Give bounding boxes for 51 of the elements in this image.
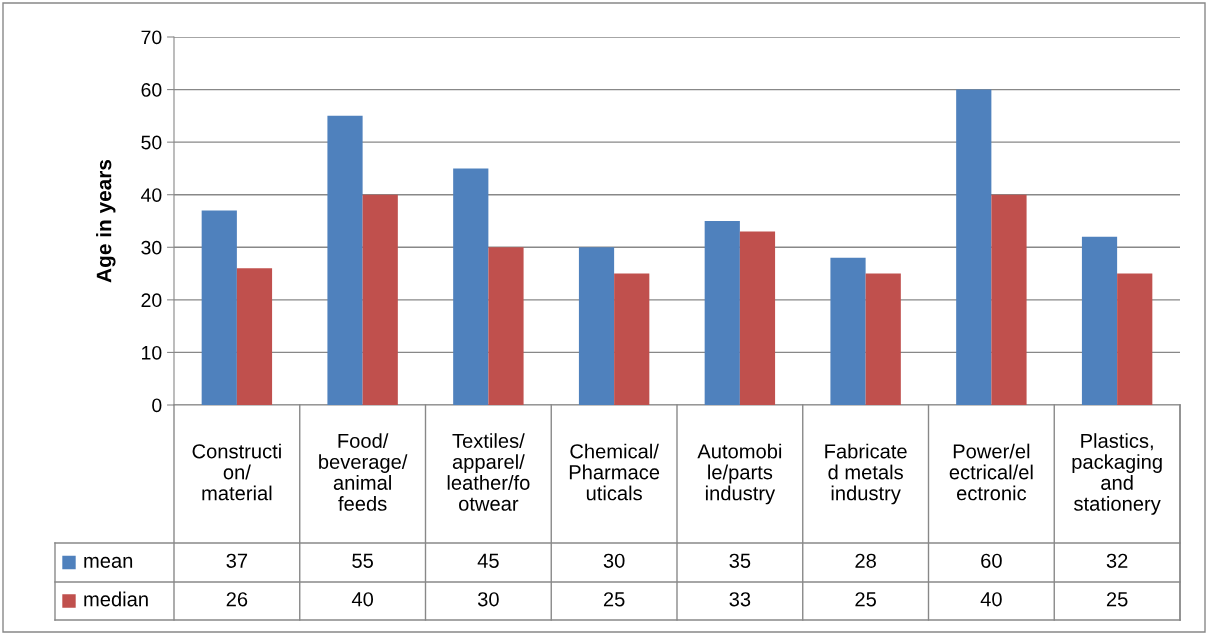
x-tick-label: Power/el ectrical/el ectronic (949, 443, 1033, 501)
x-tick-label: Food/ beverage/ animal feeds (319, 433, 408, 511)
bar (1081, 236, 1118, 405)
data-label: 55 (352, 553, 373, 568)
legend-label: median (84, 591, 148, 607)
data-label: 25 (603, 592, 625, 607)
bar (453, 168, 489, 405)
data-label: 60 (981, 553, 1002, 568)
bar (1117, 273, 1153, 405)
data-label: 40 (351, 592, 374, 607)
bar (362, 194, 398, 405)
data-label: 25 (855, 592, 876, 607)
data-label: 45 (477, 553, 499, 568)
data-label: 30 (603, 553, 625, 568)
x-tick-label: Textiles/ apparel/ leather/fo otwear (447, 433, 530, 511)
x-tick-label: Constructi on/ material (192, 443, 281, 501)
bar (956, 89, 992, 405)
y-tick-label: 10 (142, 345, 162, 360)
y-tick-label: 20 (141, 293, 162, 308)
y-tick-label: 0 (152, 398, 162, 413)
data-label: 25 (1106, 592, 1128, 607)
bar (704, 221, 740, 405)
y-tick-label: 50 (141, 135, 162, 150)
y-tick-label: 60 (141, 83, 162, 97)
bar (578, 247, 615, 405)
bar (327, 115, 363, 405)
data-label: 35 (729, 553, 751, 568)
legend-label: mean (84, 556, 133, 568)
data-label: 33 (729, 592, 751, 607)
y-tick-label: 70 (141, 30, 162, 45)
bar (614, 273, 650, 405)
y-axis-title: Age in years (96, 159, 116, 283)
data-label: 28 (855, 553, 876, 568)
data-label: 32 (1106, 553, 1128, 568)
y-tick-label: 40 (141, 188, 162, 202)
bar (488, 247, 524, 405)
data-label: 40 (980, 592, 1002, 607)
bar (991, 194, 1027, 405)
bar (865, 273, 901, 405)
x-tick-label: Chemical/ Pharmace uticals (569, 443, 660, 501)
data-label: 26 (226, 592, 248, 607)
data-label: 30 (477, 592, 499, 607)
bar (739, 231, 776, 405)
x-tick-label: Plastics, packaging and stationery (1072, 433, 1162, 515)
x-tick-label: Automobi le/parts industry (697, 443, 782, 505)
data-label: 37 (226, 553, 248, 568)
bar (201, 210, 237, 405)
x-tick-label: Fabricate d metals industry (825, 443, 907, 505)
y-tick-label: 30 (141, 240, 162, 255)
bar (236, 268, 273, 405)
bar (830, 257, 866, 405)
